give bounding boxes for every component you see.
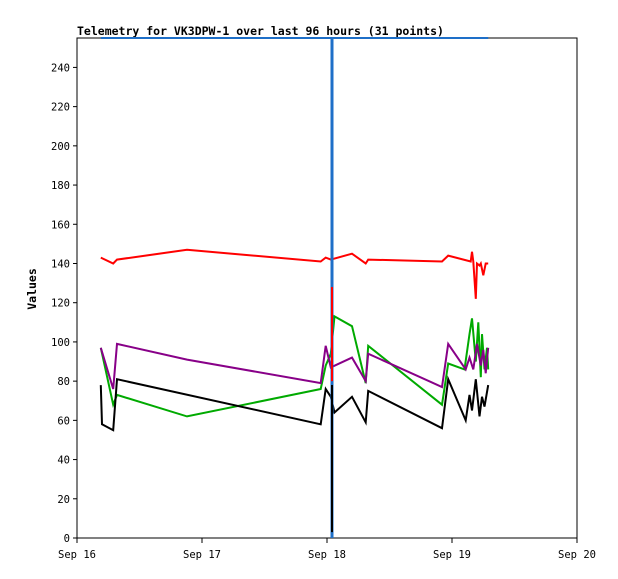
y-tick-label: 20	[57, 494, 70, 506]
y-axis: 0 20 40 60 80 100 120 140 160 180 200 220 240	[51, 62, 77, 545]
series-line-1	[100, 248, 489, 299]
y-tick-label: 240	[51, 62, 70, 74]
y-tick-label: 40	[57, 455, 70, 467]
series-line-3	[99, 341, 490, 390]
y-axis-label: Values	[25, 268, 39, 310]
y-tick-label: 220	[51, 102, 70, 114]
x-tick-label: Sep 20	[558, 549, 596, 561]
series-line-4	[99, 375, 490, 432]
y-tick-label: 180	[51, 180, 70, 192]
y-tick-label: 100	[51, 337, 70, 349]
y-tick-label: 80	[57, 376, 70, 388]
x-axis: Sep 16 Sep 17 Sep 18 Sep 19 Sep 20	[58, 538, 596, 561]
x-tick-label: Sep 17	[183, 549, 221, 561]
x-tick-label: Sep 19	[433, 549, 471, 561]
y-tick-label: 200	[51, 141, 70, 153]
series-line-2	[99, 314, 490, 418]
y-tick-label: 160	[51, 219, 70, 231]
chart-title: Telemetry for VK3DPW-1 over last 96 hour…	[77, 24, 444, 38]
x-tick-label: Sep 16	[58, 549, 96, 561]
x-tick-label: Sep 18	[308, 549, 346, 561]
plot-area	[76, 37, 578, 539]
y-tick-label: 120	[51, 298, 70, 310]
y-tick-label: 0	[64, 533, 70, 545]
y-tick-label: 140	[51, 258, 70, 270]
y-tick-label: 60	[57, 415, 70, 427]
series-layer	[99, 37, 490, 432]
